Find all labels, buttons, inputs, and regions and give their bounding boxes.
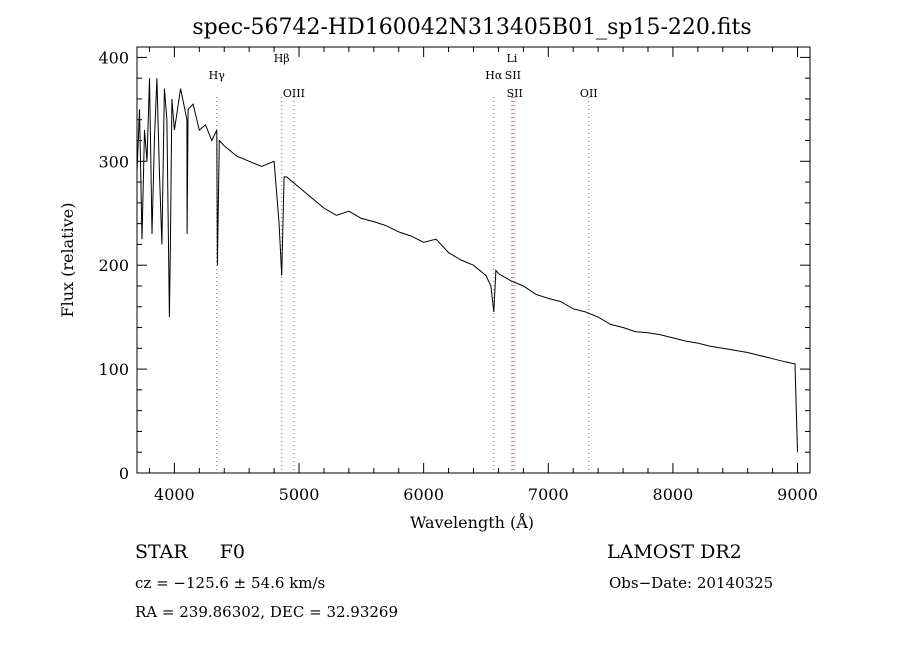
x-tick-label: 6000 [403, 485, 444, 504]
emission-line-label: Hγ [209, 69, 226, 82]
survey-name: LAMOST DR2 [607, 541, 742, 563]
y-tick-label: 300 [98, 152, 129, 171]
emission-line-label: Hβ [274, 52, 290, 65]
spectral-subclass: F0 [219, 541, 245, 563]
x-tick-label: 4000 [154, 485, 195, 504]
x-tick-label: 9000 [777, 485, 818, 504]
emission-line-label: SII [507, 87, 523, 100]
observation-date: Obs−Date: 20140325 [609, 574, 774, 592]
chart-title: spec-56742-HD160042N313405B01_sp15-220.f… [192, 15, 751, 40]
spectrum-series-line [136, 78, 798, 453]
emission-line-label: OII [580, 87, 598, 100]
object-class-line: STAR F0 [135, 541, 245, 563]
x-tick-label: 8000 [653, 485, 694, 504]
emission-line-label: Li [506, 52, 517, 65]
axis-ticks: 4000 5000 6000 7000 8000 9000 0 100 200 300 400 [98, 47, 818, 504]
x-tick-label: 5000 [279, 485, 320, 504]
x-tick-label: 7000 [528, 485, 569, 504]
emission-line-label: Hα [485, 69, 503, 82]
emission-line-label: OIII [283, 87, 305, 100]
y-axis-label: Flux (relative) [58, 203, 77, 318]
y-tick-label: 0 [119, 464, 129, 483]
coordinates: RA = 239.86302, DEC = 32.93269 [135, 603, 399, 621]
x-axis-label: Wavelength (Å) [410, 512, 534, 532]
y-tick-label: 100 [98, 360, 129, 379]
object-type: STAR [135, 541, 188, 563]
y-tick-label: 200 [98, 256, 129, 275]
redshift-value: cz = −125.6 ± 54.6 km/s [135, 574, 326, 592]
plot-frame [136, 46, 811, 474]
emission-line-label: SII [505, 69, 521, 82]
y-tick-label: 400 [98, 48, 129, 67]
